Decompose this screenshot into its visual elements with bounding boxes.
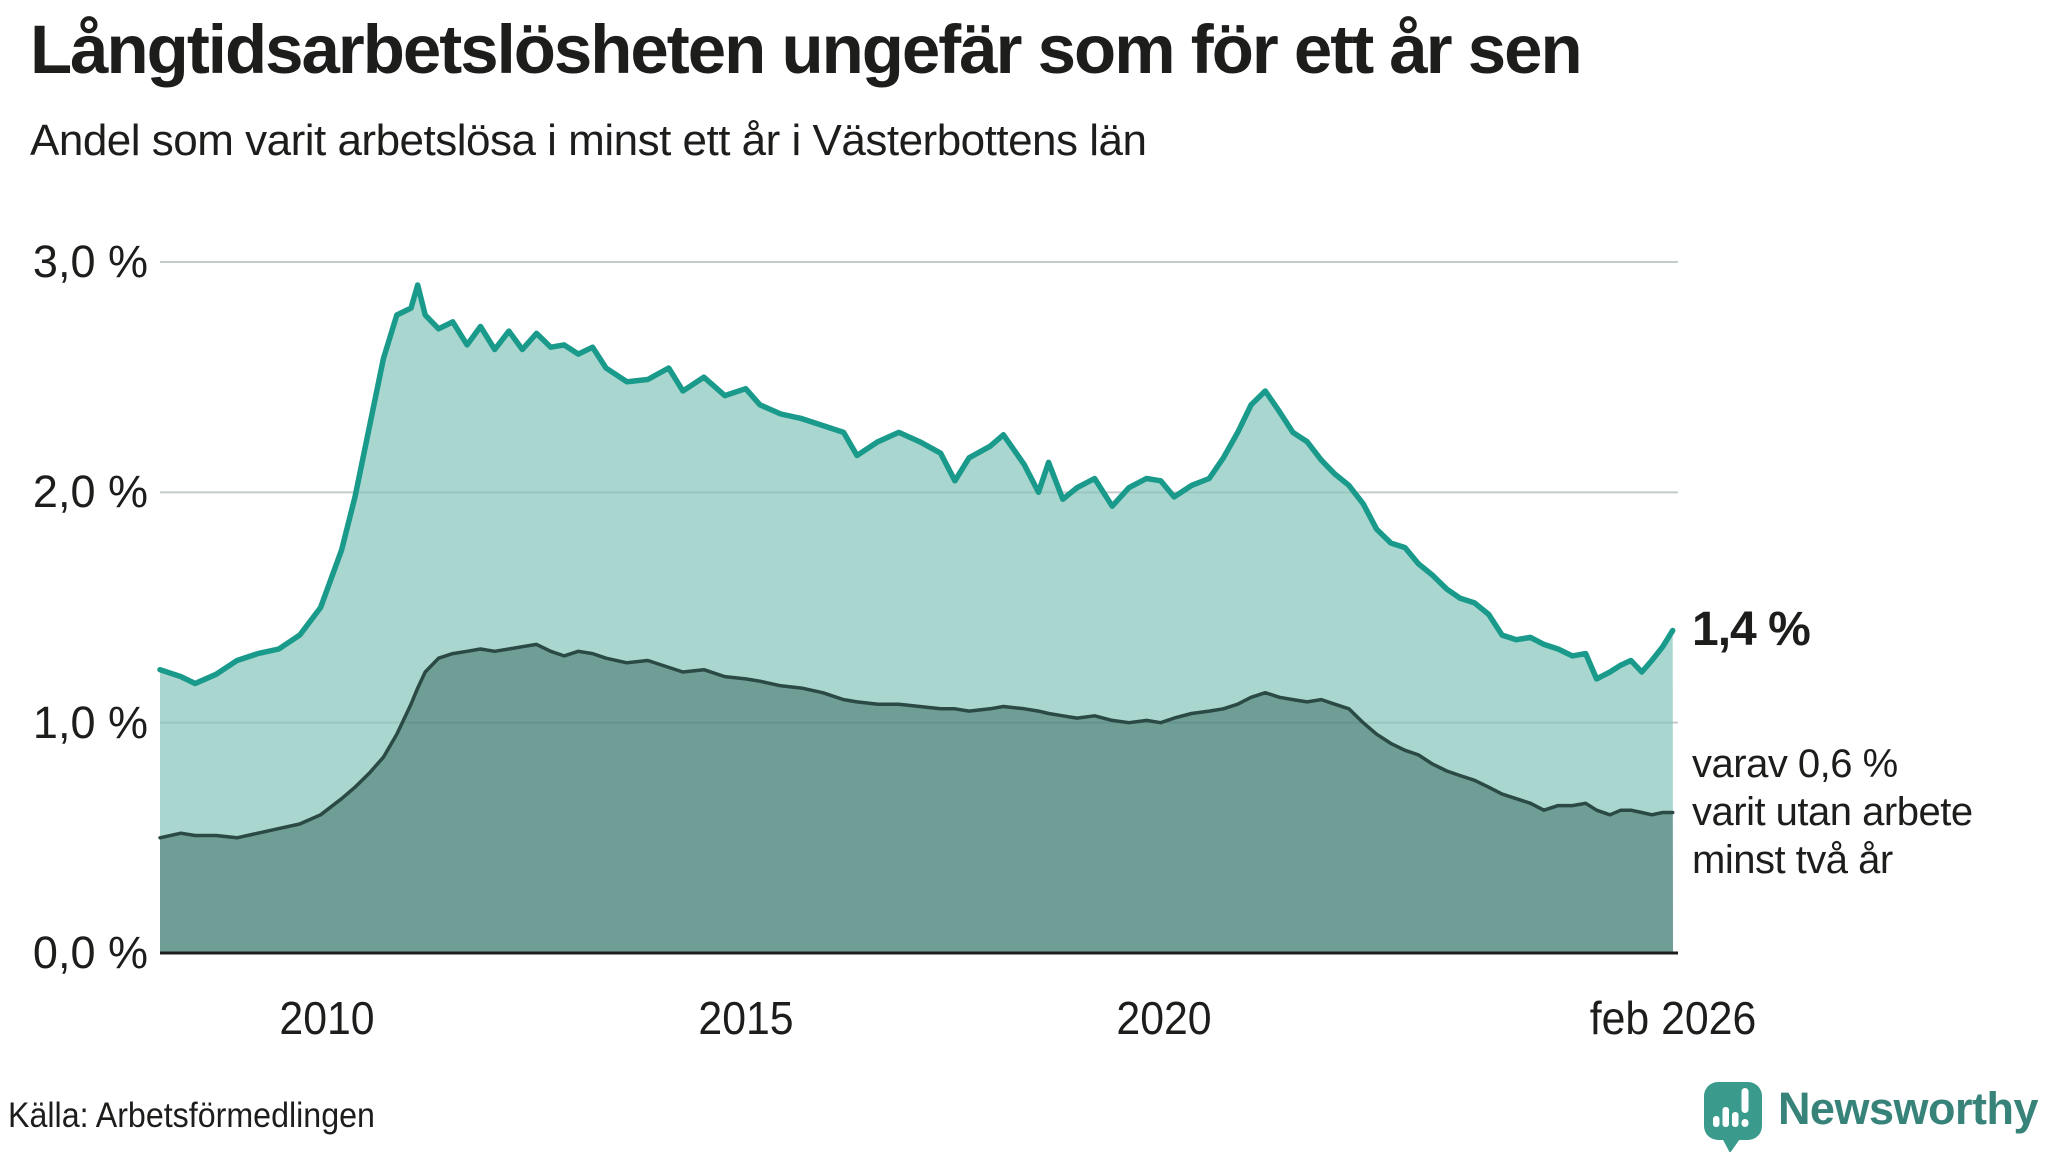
y-axis-tick-3: 3,0 %: [32, 236, 148, 287]
page-title: Långtidsarbetslösheten ungefär som för e…: [30, 11, 1583, 88]
x-axis-tick-2020: 2020: [1116, 992, 1212, 1044]
chart-subtitle: Andel som varit arbetslösa i minst ett å…: [30, 116, 1147, 165]
latest-detail-annotation: varav 0,6 % varit utan arbete minst två …: [1692, 742, 1973, 882]
x-axis-tick-2015: 2015: [698, 992, 794, 1044]
y-axis-tick-1: 1,0 %: [32, 696, 148, 748]
x-axis-tick-feb-2026: feb 2026: [1589, 992, 1757, 1044]
newsworthy-wordmark: Newsworthy: [1777, 1083, 2039, 1134]
x-axis-tick-2010: 2010: [279, 992, 375, 1044]
y-axis-tick-0: 0,0 %: [32, 927, 148, 978]
source-credit: Källa: Arbetsförmedlingen: [8, 1096, 375, 1135]
newsworthy-bubble-chart-icon: [1703, 1082, 1762, 1152]
latest-value-annotation: 1,4 %: [1692, 603, 1811, 656]
newsworthy-logo: Newsworthy: [1702, 1072, 2039, 1152]
y-axis-tick-2: 2,0 %: [32, 466, 148, 518]
